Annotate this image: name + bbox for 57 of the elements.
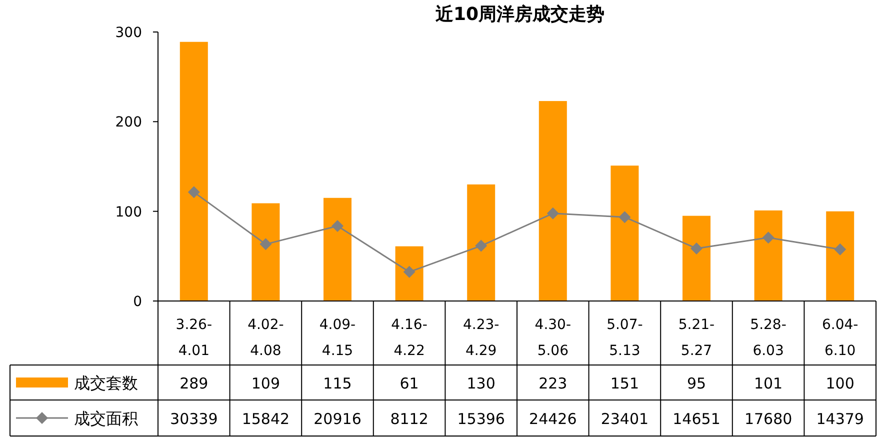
data-label: 151 [610, 374, 640, 392]
point [475, 240, 488, 252]
bar [180, 42, 208, 301]
bar [538, 101, 567, 301]
y-tick-label: 100 [115, 204, 142, 220]
data-label: 95 [686, 374, 706, 392]
point [332, 220, 344, 232]
data-label: 101 [754, 374, 783, 392]
bar [324, 198, 352, 301]
data-label: 115 [323, 374, 352, 392]
point [260, 238, 272, 250]
x-tick-label: 4.23-4.29 [462, 317, 500, 359]
data-label: 17680 [744, 410, 792, 428]
y-tick-label: 300 [115, 25, 142, 41]
data-label: 14379 [816, 410, 864, 428]
data-label: 289 [180, 374, 208, 392]
legend-label: 成交面积 [74, 409, 138, 428]
x-tick-label: 4.09-4.15 [319, 317, 356, 359]
bar [682, 216, 710, 301]
x-tick-label: 4.30-5.06 [534, 317, 572, 359]
x-tick-label: 3.26-4.01 [176, 317, 212, 359]
bar [252, 203, 280, 301]
x-tick-label: 4.16-4.22 [391, 317, 428, 359]
point [762, 232, 774, 244]
x-tick-label: 5.07-5.13 [606, 317, 643, 359]
bar [754, 210, 782, 301]
x-tick-label: 4.02-4.08 [248, 317, 284, 359]
data-label: 14651 [672, 410, 720, 428]
y-tick-label: 0 [133, 294, 142, 310]
bar [610, 166, 639, 301]
data-label: 223 [538, 374, 568, 392]
bar [826, 211, 854, 301]
data-label: 15842 [242, 410, 290, 428]
x-tick-label: 6.04-6.10 [822, 317, 858, 359]
x-tick-label: 5.21-5.27 [678, 317, 715, 359]
data-label: 109 [251, 374, 280, 392]
data-label: 23401 [600, 410, 649, 428]
point [834, 243, 846, 256]
point [403, 266, 416, 278]
x-tick-label: 5.28-6.03 [750, 317, 786, 359]
point [618, 211, 631, 224]
bar [395, 246, 424, 301]
data-label: 130 [466, 374, 496, 392]
point [690, 242, 702, 254]
data-label: 24426 [529, 410, 577, 428]
data-label: 61 [400, 374, 419, 392]
data-label: 30339 [170, 410, 218, 428]
data-label: 8112 [390, 410, 428, 428]
data-label: 100 [826, 374, 854, 392]
point [546, 207, 559, 220]
legend-label: 成交套数 [74, 374, 138, 392]
bar [467, 184, 496, 301]
chart-title: 近10周洋房成交走势 [434, 4, 605, 25]
y-tick-label: 200 [115, 114, 142, 131]
data-label: 15396 [457, 410, 505, 428]
data-label: 20916 [314, 410, 362, 428]
point [188, 186, 200, 198]
